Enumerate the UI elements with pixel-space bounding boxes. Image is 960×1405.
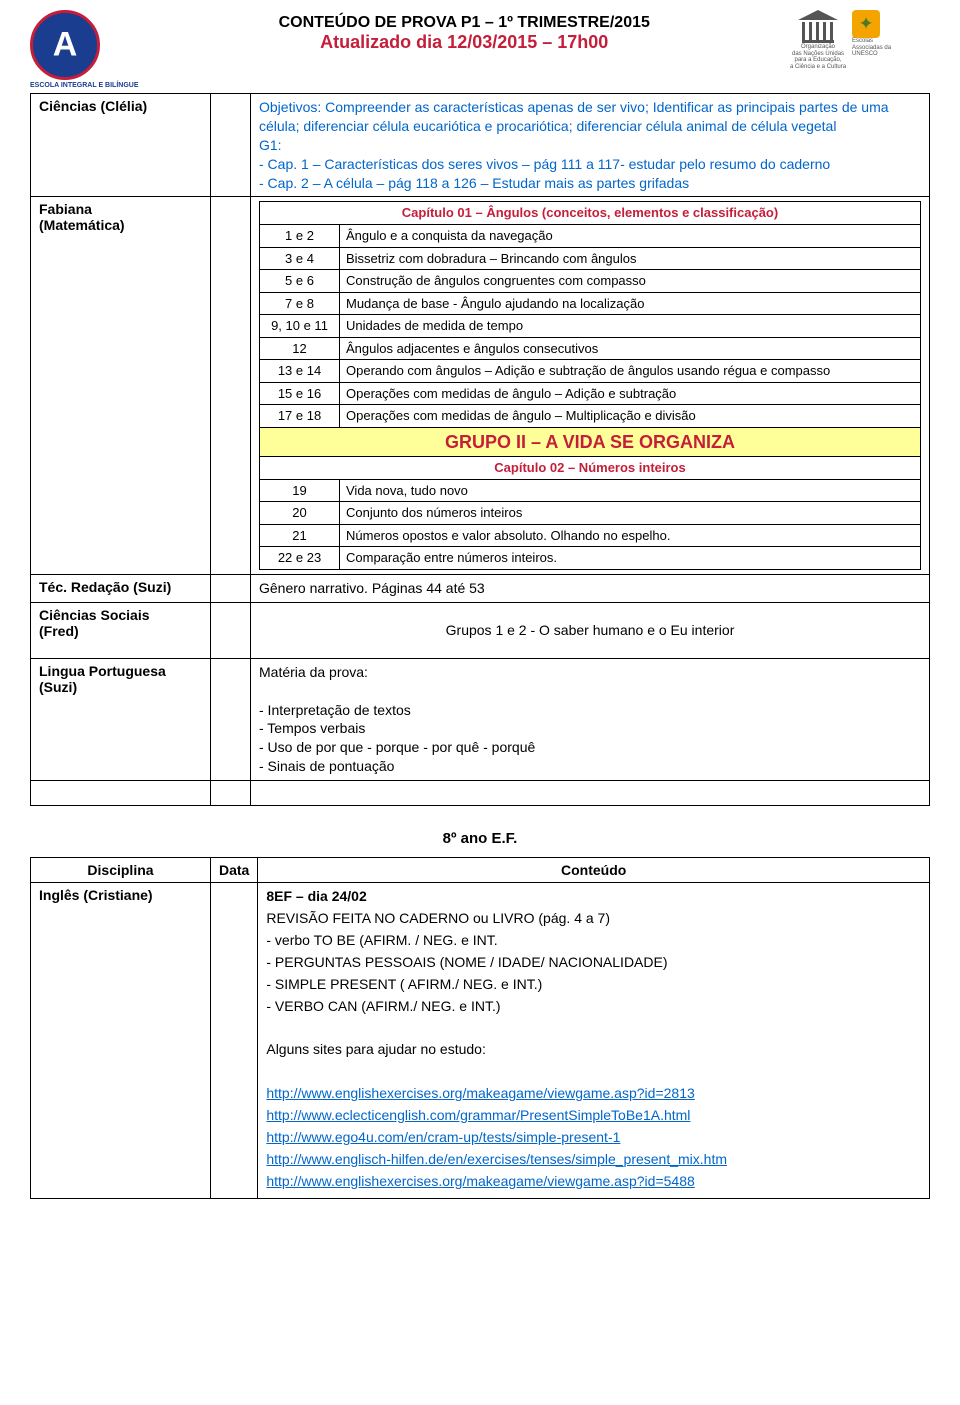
angles-inner-table: Capítulo 01 – Ângulos (conceitos, elemen… xyxy=(259,201,921,570)
inner-row: 20Conjunto dos números inteiros xyxy=(260,502,921,525)
content-cell: Gênero narrativo. Páginas 44 até 53 xyxy=(251,574,930,602)
page: ESCOLA INTEGRAL E BILÍNGUE CONTEÚDO DE P… xyxy=(0,0,960,1199)
inner-row: 9, 10 e 11Unidades de medida de tempo xyxy=(260,315,921,338)
table-row: Téc. Redação (Suzi) Gênero narrativo. Pág… xyxy=(31,574,930,602)
content-cell: Grupos 1 e 2 - O saber humano e o Eu int… xyxy=(251,602,930,658)
content-table-1: Ciências (Clélia) Objetivos: Compreender … xyxy=(30,93,930,806)
study-link[interactable]: http://www.englishexercises.org/makeagam… xyxy=(266,1085,694,1101)
table-row: Ciências Sociais (Fred) Grupos 1 e 2 - O … xyxy=(31,602,930,658)
col-disciplina: Disciplina xyxy=(31,858,211,883)
content-line xyxy=(266,1062,921,1081)
table-row: Inglês (Cristiane) 8EF – dia 24/02 REVISÃ… xyxy=(31,883,930,1198)
date-cell xyxy=(211,94,251,197)
inner-row: 22 e 23Comparação entre números inteiros… xyxy=(260,547,921,570)
col-conteudo: Conteúdo xyxy=(258,858,930,883)
study-link[interactable]: http://www.ego4u.com/en/cram-up/tests/si… xyxy=(266,1129,620,1145)
subject-cell: Ciências (Clélia) xyxy=(31,94,211,197)
col-data: Data xyxy=(211,858,258,883)
content-table-2: Disciplina Data Conteúdo Inglês (Cristia… xyxy=(30,857,930,1198)
content-line: - verbo TO BE (AFIRM. / NEG. e INT. xyxy=(266,931,921,950)
content-line: - VERBO CAN (AFIRM./ NEG. e INT.) xyxy=(266,997,921,1016)
subject-cell: Ciências Sociais (Fred) xyxy=(31,602,211,658)
escolas-text: Escolas Associadas da UNESCO xyxy=(852,38,891,58)
content-cell: Matéria da prova: - Interpretação de tex… xyxy=(251,658,930,780)
table2-header-row: Disciplina Data Conteúdo xyxy=(31,858,930,883)
unesco-text: Organização das Nações Unidas para a Edu… xyxy=(790,44,846,70)
inner-row: 3 e 4Bissetriz com dobradura – Brincando… xyxy=(260,247,921,270)
study-link[interactable]: http://www.englisch-hilfen.de/en/exercis… xyxy=(266,1151,727,1167)
content-cell: Capítulo 01 – Ângulos (conceitos, elemen… xyxy=(251,197,930,575)
inner-row: 1 e 2Ângulo e a conquista da navegação xyxy=(260,225,921,248)
subject-cell-ingles: Inglês (Cristiane) xyxy=(31,883,211,1198)
study-link[interactable]: http://www.englishexercises.org/makeagam… xyxy=(266,1173,694,1189)
study-link[interactable]: http://www.eclecticenglish.com/grammar/P… xyxy=(266,1107,690,1123)
page-header: ESCOLA INTEGRAL E BILÍNGUE CONTEÚDO DE P… xyxy=(0,0,960,93)
escolas-block: Escolas Associadas da UNESCO xyxy=(852,10,891,58)
table-row: Fabiana (Matemática) Capítulo 01 – Ângulo… xyxy=(31,197,930,575)
date-cell xyxy=(211,883,258,1198)
content-line: - PERGUNTAS PESSOAIS (NOME / IDADE/ NACI… xyxy=(266,953,921,972)
section-title-8ano: 8º ano E.F. xyxy=(0,830,960,847)
header-right: Organização das Nações Unidas para a Edu… xyxy=(790,10,930,70)
date-cell xyxy=(211,602,251,658)
logo-caption: ESCOLA INTEGRAL E BILÍNGUE xyxy=(30,82,139,89)
table-row xyxy=(31,781,930,806)
content-line: Alguns sites para ajudar no estudo: xyxy=(266,1040,921,1059)
content-cell: Objetivos: Compreender as característica… xyxy=(251,94,930,197)
inner-row: 17 e 18Operações com medidas de ângulo –… xyxy=(260,405,921,428)
school-logo-icon xyxy=(30,10,100,80)
unesco-icon xyxy=(798,10,838,44)
subject-cell: Lingua Portuguesa (Suzi) xyxy=(31,658,211,780)
table-row: Ciências (Clélia) Objetivos: Compreender … xyxy=(31,94,930,197)
date-cell xyxy=(211,658,251,780)
table-row: Lingua Portuguesa (Suzi) Matéria da prova… xyxy=(31,658,930,780)
header-titles: CONTEÚDO DE PROVA P1 – 1º TRIMESTRE/2015… xyxy=(139,10,790,53)
inner-row: 15 e 16Operações com medidas de ângulo –… xyxy=(260,382,921,405)
content-line: REVISÃO FEITA NO CADERNO ou LIVRO (pág. … xyxy=(266,909,921,928)
logo-left-container: ESCOLA INTEGRAL E BILÍNGUE xyxy=(30,10,139,89)
content-line: 8EF – dia 24/02 xyxy=(266,887,921,906)
doc-title: CONTEÚDO DE PROVA P1 – 1º TRIMESTRE/2015 xyxy=(139,14,790,32)
inner-row: 7 e 8Mudança de base - Ângulo ajudando n… xyxy=(260,292,921,315)
unesco-block: Organização das Nações Unidas para a Edu… xyxy=(790,10,846,70)
content-cell-ingles: 8EF – dia 24/02 REVISÃO FEITA NO CADERNO … xyxy=(258,883,930,1198)
chapter-heading: Capítulo 02 – Números inteiros xyxy=(260,457,921,480)
group-heading: GRUPO II – A VIDA SE ORGANIZA xyxy=(260,427,921,456)
date-cell xyxy=(211,197,251,575)
content-line: - SIMPLE PRESENT ( AFIRM./ NEG. e INT.) xyxy=(266,975,921,994)
chapter-heading: Capítulo 01 – Ângulos (conceitos, elemen… xyxy=(260,202,921,225)
inner-row: 21Números opostos e valor absoluto. Olha… xyxy=(260,524,921,547)
content-line xyxy=(266,1018,921,1037)
inner-row: 19Vida nova, tudo novo xyxy=(260,479,921,502)
doc-subtitle: Atualizado dia 12/03/2015 – 17h00 xyxy=(139,32,790,53)
date-cell xyxy=(211,574,251,602)
subject-cell: Téc. Redação (Suzi) xyxy=(31,574,211,602)
escolas-icon xyxy=(852,10,880,38)
inner-row: 13 e 14Operando com ângulos – Adição e s… xyxy=(260,360,921,383)
subject-cell: Fabiana (Matemática) xyxy=(31,197,211,575)
inner-row: 5 e 6Construção de ângulos congruentes c… xyxy=(260,270,921,293)
inner-row: 12Ângulos adjacentes e ângulos consecuti… xyxy=(260,337,921,360)
